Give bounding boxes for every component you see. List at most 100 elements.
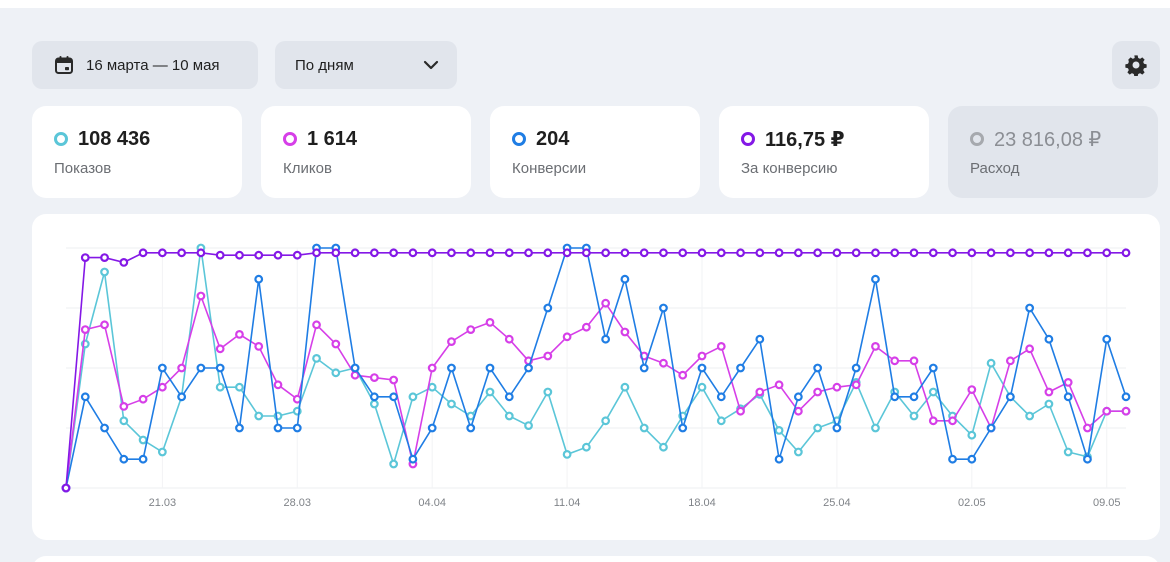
data-point[interactable]: [813, 248, 823, 258]
data-point[interactable]: [331, 248, 341, 258]
data-point[interactable]: [447, 399, 456, 409]
data-point[interactable]: [871, 248, 880, 258]
data-point[interactable]: [793, 447, 803, 457]
data-point[interactable]: [697, 351, 707, 361]
data-point[interactable]: [196, 248, 206, 258]
data-point[interactable]: [100, 423, 109, 433]
data-point[interactable]: [466, 248, 476, 258]
data-point[interactable]: [331, 339, 341, 349]
data-point[interactable]: [755, 387, 765, 397]
metric-card-spend[interactable]: 23 816,08 ₽ Расход: [948, 106, 1158, 198]
data-point[interactable]: [524, 363, 533, 373]
data-point[interactable]: [774, 454, 784, 464]
data-point[interactable]: [350, 363, 360, 373]
data-point[interactable]: [697, 248, 707, 258]
data-point[interactable]: [408, 454, 418, 464]
data-point[interactable]: [138, 394, 148, 404]
data-point[interactable]: [1083, 423, 1092, 433]
data-point[interactable]: [639, 363, 649, 373]
data-point[interactable]: [1005, 392, 1015, 402]
data-point[interactable]: [1063, 447, 1073, 457]
data-point[interactable]: [639, 248, 649, 258]
data-point[interactable]: [543, 351, 553, 361]
data-point[interactable]: [235, 329, 244, 339]
data-point[interactable]: [235, 382, 244, 392]
data-point[interactable]: [119, 258, 129, 267]
data-point[interactable]: [562, 332, 572, 342]
data-point[interactable]: [813, 363, 823, 373]
data-point[interactable]: [1102, 406, 1112, 416]
data-point[interactable]: [890, 356, 900, 366]
data-point[interactable]: [408, 392, 418, 402]
data-point[interactable]: [890, 248, 900, 258]
data-point[interactable]: [177, 392, 187, 402]
data-point[interactable]: [235, 423, 244, 433]
data-point[interactable]: [369, 392, 379, 402]
data-point[interactable]: [928, 387, 938, 397]
data-point[interactable]: [254, 274, 264, 284]
data-point[interactable]: [755, 248, 765, 258]
data-point[interactable]: [215, 344, 225, 354]
data-point[interactable]: [1102, 248, 1112, 258]
data-point[interactable]: [157, 248, 167, 258]
data-point[interactable]: [389, 459, 399, 469]
data-point[interactable]: [620, 248, 630, 258]
data-point[interactable]: [736, 406, 745, 416]
settings-button[interactable]: [1112, 41, 1160, 89]
data-point[interactable]: [601, 298, 611, 308]
data-point[interactable]: [736, 363, 745, 373]
data-point[interactable]: [1121, 248, 1131, 258]
data-point[interactable]: [389, 375, 399, 385]
data-point[interactable]: [1083, 454, 1092, 464]
data-point[interactable]: [678, 423, 688, 433]
data-point[interactable]: [678, 248, 688, 258]
data-point[interactable]: [254, 250, 264, 260]
data-point[interactable]: [466, 325, 476, 334]
data-point[interactable]: [369, 399, 379, 409]
data-point[interactable]: [138, 248, 148, 258]
data-point[interactable]: [774, 425, 784, 435]
data-point[interactable]: [1063, 248, 1073, 258]
data-point[interactable]: [620, 327, 630, 337]
data-point[interactable]: [851, 380, 861, 390]
data-point[interactable]: [80, 392, 90, 402]
data-point[interactable]: [273, 250, 283, 260]
data-point[interactable]: [524, 248, 533, 258]
data-point[interactable]: [273, 423, 283, 433]
data-point[interactable]: [909, 392, 919, 402]
data-point[interactable]: [100, 267, 109, 277]
data-point[interactable]: [1121, 406, 1131, 416]
data-point[interactable]: [485, 387, 495, 397]
metric-card-cost-per-conversion[interactable]: 116,75 ₽ За конверсию: [719, 106, 929, 198]
data-point[interactable]: [504, 411, 514, 421]
data-point[interactable]: [312, 353, 321, 363]
data-point[interactable]: [350, 248, 360, 258]
data-point[interactable]: [928, 416, 938, 426]
data-point[interactable]: [1063, 377, 1073, 387]
data-point[interactable]: [928, 363, 938, 373]
data-point[interactable]: [620, 274, 630, 284]
data-point[interactable]: [1025, 248, 1035, 258]
data-point[interactable]: [851, 363, 861, 373]
data-point[interactable]: [948, 454, 957, 464]
data-point[interactable]: [427, 382, 437, 392]
data-point[interactable]: [427, 248, 437, 258]
data-point[interactable]: [1025, 303, 1035, 313]
data-point[interactable]: [986, 358, 996, 368]
data-point[interactable]: [389, 248, 399, 258]
data-point[interactable]: [485, 248, 495, 258]
data-point[interactable]: [1005, 356, 1015, 366]
data-point[interactable]: [1044, 399, 1054, 409]
data-point[interactable]: [1025, 411, 1035, 421]
data-point[interactable]: [697, 363, 707, 373]
data-point[interactable]: [601, 248, 611, 258]
data-point[interactable]: [369, 373, 379, 383]
data-point[interactable]: [485, 317, 495, 327]
date-range-button[interactable]: 16 марта — 10 мая: [32, 41, 258, 89]
data-point[interactable]: [61, 483, 71, 493]
data-point[interactable]: [967, 454, 977, 464]
data-point[interactable]: [832, 382, 842, 392]
data-point[interactable]: [524, 421, 533, 431]
data-point[interactable]: [793, 248, 803, 258]
data-point[interactable]: [659, 248, 668, 258]
